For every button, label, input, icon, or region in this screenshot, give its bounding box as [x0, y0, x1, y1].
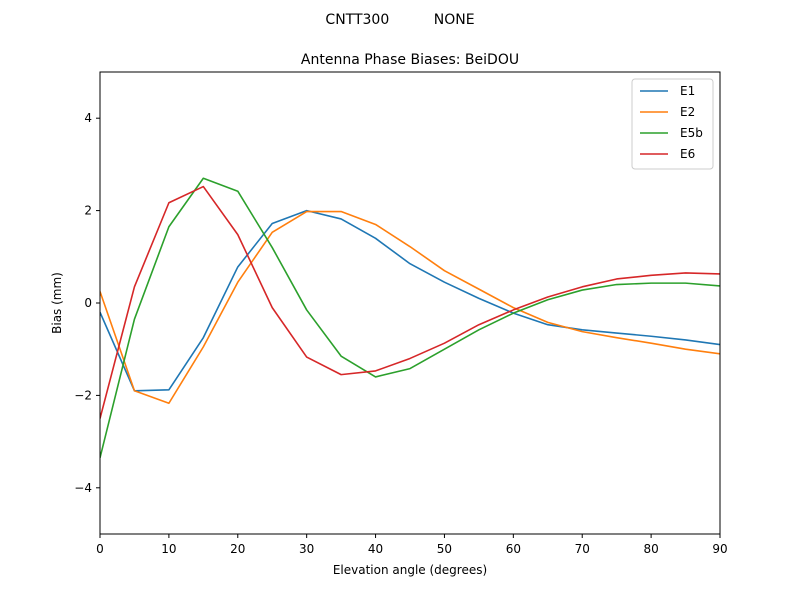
x-tick-label: 90: [712, 542, 727, 556]
x-tick-label: 60: [506, 542, 521, 556]
chart-title: Antenna Phase Biases: BeiDOU: [301, 52, 519, 68]
x-tick-label: 40: [368, 542, 383, 556]
series-line-e5b: [100, 177, 720, 458]
series-line-e2: [100, 210, 720, 405]
x-tick-label: 0: [96, 542, 104, 556]
legend-label-e1: E1: [680, 84, 695, 98]
y-tick-label: −4: [74, 481, 92, 495]
x-tick-label: 30: [299, 542, 314, 556]
y-axis-label: Bias (mm): [50, 272, 64, 334]
legend-label-e6: E6: [680, 147, 695, 161]
x-axis-label: Elevation angle (degrees): [333, 563, 487, 577]
axes-frame: [99, 71, 721, 535]
legend-label-e2: E2: [680, 105, 695, 119]
x-tick-label: 80: [643, 542, 658, 556]
legend: E1 E2 E5b E6: [631, 78, 714, 170]
x-tick-label: 70: [575, 542, 590, 556]
y-tick-label: 4: [84, 111, 92, 125]
series-line-e1: [100, 209, 720, 392]
plot-area: 0 10 20 30 40 50 60 70 80 90 −4 −2 0 2 4: [74, 71, 728, 556]
y-tick-label: 2: [84, 204, 92, 218]
series-line-e6: [100, 185, 720, 419]
figure-suptitle: CNTT300 NONE: [325, 12, 474, 28]
legend-label-e5b: E5b: [680, 126, 703, 140]
legend-box: [631, 78, 714, 170]
x-tick-label: 10: [161, 542, 176, 556]
x-tick-label: 20: [230, 542, 245, 556]
y-tick-label: 0: [84, 296, 92, 310]
y-tick-label: −2: [74, 388, 92, 402]
x-tick-label: 50: [437, 542, 452, 556]
